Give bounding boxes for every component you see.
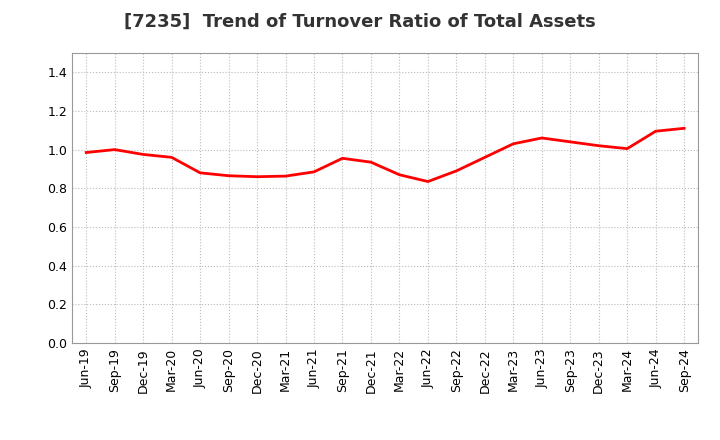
Text: [7235]  Trend of Turnover Ratio of Total Assets: [7235] Trend of Turnover Ratio of Total … <box>124 13 596 31</box>
